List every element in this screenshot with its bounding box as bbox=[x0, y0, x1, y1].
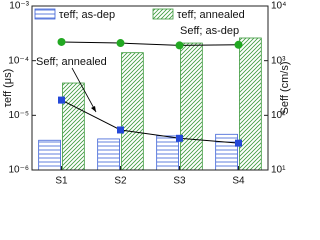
y-tick-label: 10⁻⁵ bbox=[8, 110, 29, 121]
x-tick-label: S4 bbox=[232, 176, 245, 187]
x-tick-label: S2 bbox=[114, 176, 127, 187]
plot-frame bbox=[31, 5, 269, 171]
marker bbox=[117, 126, 124, 134]
legend-label: τeff; as-dep bbox=[59, 9, 115, 21]
bar bbox=[38, 139, 61, 171]
annotation: Seff; as-dep bbox=[180, 25, 239, 37]
y2-tick-label: 10³ bbox=[271, 55, 286, 66]
marker bbox=[175, 41, 184, 50]
y2-tick-label: 10⁴ bbox=[271, 1, 286, 12]
annotation-arrow bbox=[71, 67, 97, 113]
marker bbox=[116, 39, 125, 48]
y2-tick-label: 10¹ bbox=[271, 165, 286, 176]
y-tick-label: 10⁻⁶ bbox=[8, 165, 29, 176]
line bbox=[61, 41, 239, 46]
annotation: Seff; annealed bbox=[36, 56, 107, 68]
bar bbox=[62, 82, 85, 171]
bar bbox=[239, 37, 262, 171]
marker bbox=[235, 139, 242, 147]
arrow-head bbox=[91, 106, 96, 112]
bar bbox=[180, 42, 203, 171]
y-axis-label: τeff (μs) bbox=[2, 69, 14, 108]
legend-label: τeff; annealed bbox=[177, 9, 245, 21]
bar bbox=[97, 138, 120, 171]
legend-swatch bbox=[152, 8, 174, 20]
bar bbox=[215, 133, 238, 171]
marker bbox=[57, 37, 66, 46]
bar bbox=[156, 135, 179, 171]
chart: τeff (μs) Seff (cm/s) 10⁻⁶ 10⁻⁵ 10⁻⁴ 10⁻³ 10… bbox=[2, 1, 291, 187]
x-tick-label: S3 bbox=[173, 176, 186, 187]
x-tick-label: S1 bbox=[55, 176, 68, 187]
y-tick-label: 10⁻⁴ bbox=[8, 55, 29, 66]
y-tick-label: 10⁻³ bbox=[9, 1, 29, 12]
marker bbox=[58, 96, 65, 104]
marker bbox=[176, 134, 183, 142]
y2-axis-label: Seff (cm/s) bbox=[279, 62, 291, 115]
line bbox=[61, 99, 239, 144]
bar bbox=[121, 52, 144, 171]
marker bbox=[234, 40, 243, 49]
legend-swatch bbox=[34, 8, 56, 20]
y2-tick-label: 10² bbox=[271, 110, 286, 121]
